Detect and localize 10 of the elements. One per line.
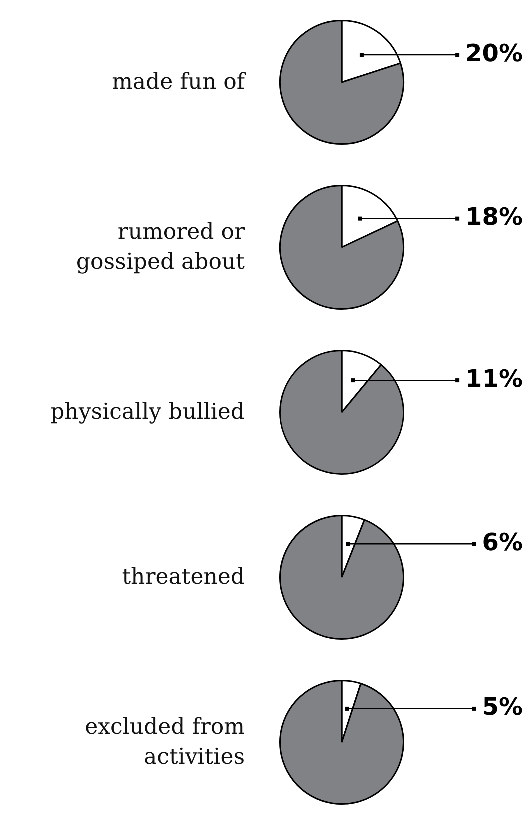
text: rumored or gossiped about (75, 218, 245, 276)
text: physically bullied (50, 398, 245, 426)
data-label: 6% (482, 528, 524, 556)
text: threatened (122, 564, 245, 592)
data-label: 11% (466, 364, 524, 393)
data-label: 5% (482, 693, 524, 722)
text: excluded from activities (84, 714, 245, 772)
text: made fun of (112, 68, 245, 96)
data-label: 18% (466, 203, 524, 232)
data-label: 20% (466, 39, 524, 68)
